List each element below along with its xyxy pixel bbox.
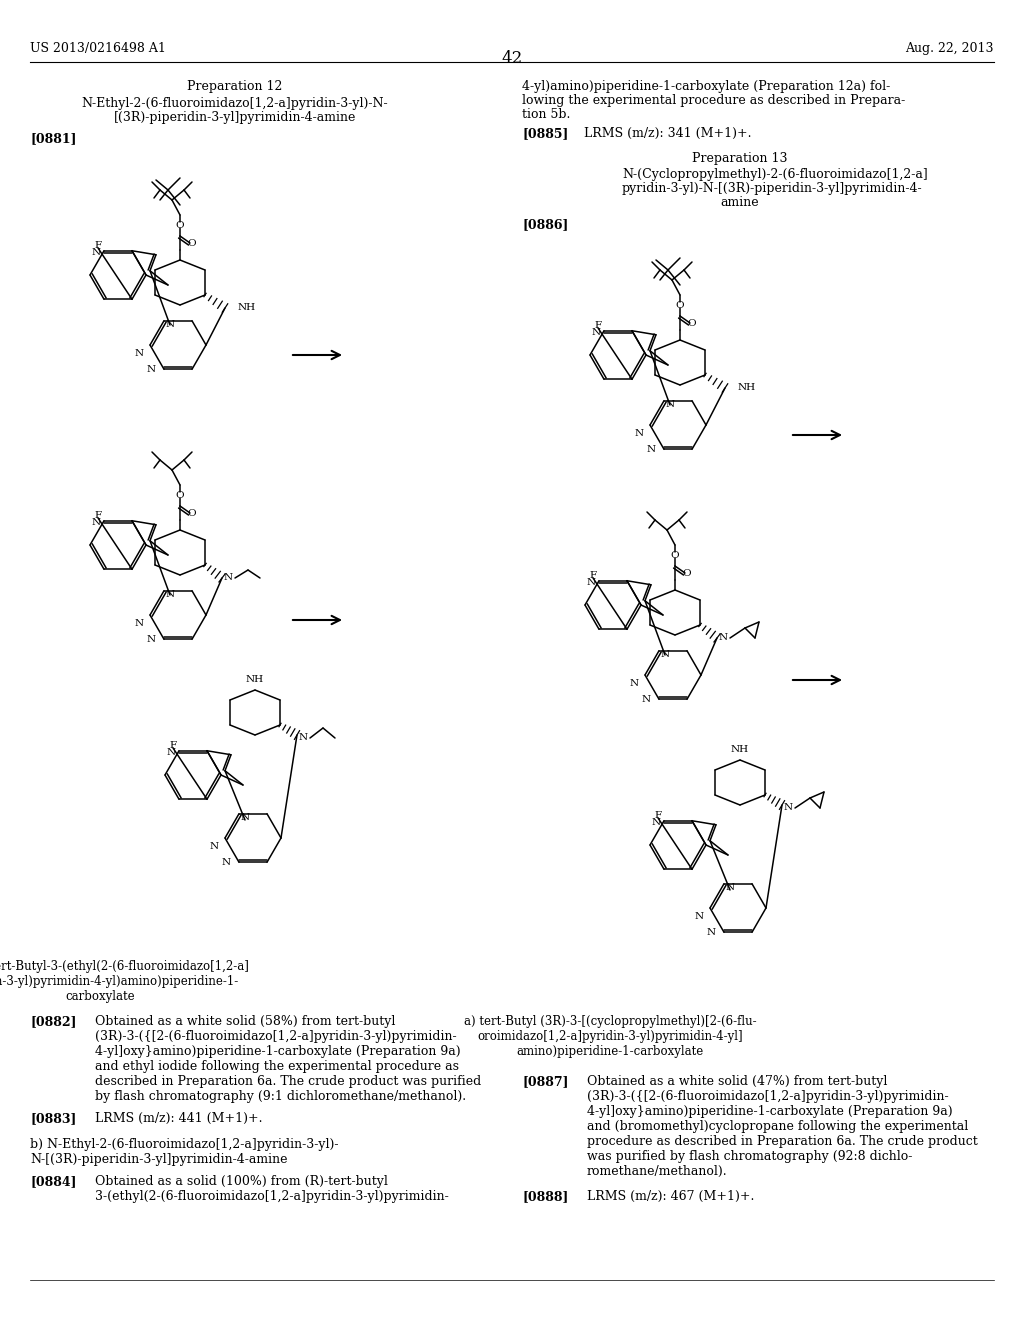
Text: N-Ethyl-2-(6-fluoroimidazo[1,2-a]pyridin-3-yl)-N-: N-Ethyl-2-(6-fluoroimidazo[1,2-a]pyridin…	[82, 96, 388, 110]
Text: N: N	[223, 573, 232, 582]
Text: N: N	[707, 928, 716, 937]
Text: N: N	[726, 883, 735, 892]
Text: and (bromomethyl)cyclopropane following the experimental: and (bromomethyl)cyclopropane following …	[587, 1119, 969, 1133]
Text: a) tert-Butyl (3R)-3-[(cyclopropylmethyl)[2-(6-flu-: a) tert-Butyl (3R)-3-[(cyclopropylmethyl…	[464, 1015, 757, 1028]
Text: F: F	[169, 741, 176, 750]
Text: N: N	[662, 651, 670, 659]
Text: N: N	[719, 634, 728, 643]
Text: 4-yl]oxy}amino)piperidine-1-carboxylate (Preparation 9a): 4-yl]oxy}amino)piperidine-1-carboxylate …	[95, 1045, 461, 1059]
Text: N: N	[630, 678, 639, 688]
Text: N: N	[91, 519, 100, 527]
Text: romethane/methanol).: romethane/methanol).	[587, 1166, 728, 1177]
Text: O: O	[683, 569, 691, 578]
Text: Obtained as a solid (100%) from (R)-tert-butyl: Obtained as a solid (100%) from (R)-tert…	[95, 1175, 388, 1188]
Text: (3R)-3-({[2-(6-fluoroimidazo[1,2-a]pyridin-3-yl)pyrimidin-: (3R)-3-({[2-(6-fluoroimidazo[1,2-a]pyrid…	[95, 1030, 457, 1043]
Text: N: N	[91, 248, 100, 257]
Text: F: F	[654, 810, 662, 820]
Text: was purified by flash chromatography (92:8 dichlo-: was purified by flash chromatography (92…	[587, 1150, 912, 1163]
Text: NH: NH	[246, 676, 264, 685]
Text: a) (R)-tert-Butyl-3-(ethyl(2-(6-fluoroimidazo[1,2-a]: a) (R)-tert-Butyl-3-(ethyl(2-(6-fluoroim…	[0, 960, 249, 973]
Text: [0882]: [0882]	[30, 1015, 77, 1028]
Text: F: F	[595, 321, 601, 330]
Text: Preparation 13: Preparation 13	[692, 152, 787, 165]
Text: [0885]: [0885]	[522, 127, 568, 140]
Text: and ethyl iodide following the experimental procedure as: and ethyl iodide following the experimen…	[95, 1060, 459, 1073]
Text: N: N	[135, 348, 144, 358]
Text: N: N	[587, 578, 596, 587]
Text: LRMS (m/z): 441 (M+1)+.: LRMS (m/z): 441 (M+1)+.	[95, 1111, 262, 1125]
Text: [0883]: [0883]	[30, 1111, 77, 1125]
Text: LRMS (m/z): 341 (M+1)+.: LRMS (m/z): 341 (M+1)+.	[584, 127, 752, 140]
Text: N-(Cyclopropylmethyl)-2-(6-fluoroimidazo[1,2-a]: N-(Cyclopropylmethyl)-2-(6-fluoroimidazo…	[622, 168, 928, 181]
Text: O: O	[176, 220, 184, 230]
Text: F: F	[590, 570, 597, 579]
Text: amine: amine	[721, 195, 760, 209]
Text: 3-(ethyl(2-(6-fluoroimidazo[1,2-a]pyridin-3-yl)pyrimidin-: 3-(ethyl(2-(6-fluoroimidazo[1,2-a]pyridi…	[95, 1191, 449, 1203]
Text: F: F	[94, 240, 101, 249]
Text: N: N	[592, 329, 600, 337]
Text: N: N	[146, 635, 156, 644]
Text: N: N	[241, 813, 250, 822]
Text: procedure as described in Preparation 6a. The crude product: procedure as described in Preparation 6a…	[587, 1135, 978, 1148]
Text: 4-yl]oxy}amino)piperidine-1-carboxylate (Preparation 9a): 4-yl]oxy}amino)piperidine-1-carboxylate …	[587, 1105, 952, 1118]
Text: O: O	[671, 550, 679, 560]
Text: NH: NH	[731, 746, 750, 755]
Text: (3R)-3-({[2-(6-fluoroimidazo[1,2-a]pyridin-3-yl)pyrimidin-: (3R)-3-({[2-(6-fluoroimidazo[1,2-a]pyrid…	[587, 1090, 948, 1104]
Text: N: N	[783, 804, 793, 813]
Text: b) N-Ethyl-2-(6-fluoroimidazo[1,2-a]pyridin-3-yl)-: b) N-Ethyl-2-(6-fluoroimidazo[1,2-a]pyri…	[30, 1138, 339, 1151]
Text: Obtained as a white solid (47%) from tert-butyl: Obtained as a white solid (47%) from ter…	[587, 1074, 888, 1088]
Text: N: N	[666, 400, 675, 409]
Text: O: O	[187, 508, 197, 517]
Text: amino)piperidine-1-carboxylate: amino)piperidine-1-carboxylate	[516, 1045, 703, 1059]
Text: N: N	[651, 818, 660, 828]
Text: N: N	[167, 748, 175, 758]
Text: N: N	[146, 364, 156, 374]
Text: NH: NH	[738, 384, 756, 392]
Text: O: O	[176, 491, 184, 499]
Text: Aug. 22, 2013: Aug. 22, 2013	[905, 42, 994, 55]
Text: tion 5b.: tion 5b.	[522, 108, 570, 121]
Text: NH: NH	[238, 304, 256, 313]
Text: N: N	[695, 912, 705, 921]
Text: N: N	[635, 429, 644, 438]
Text: N-[(3R)-piperidin-3-yl]pyrimidin-4-amine: N-[(3R)-piperidin-3-yl]pyrimidin-4-amine	[30, 1152, 288, 1166]
Text: by flash chromatography (9:1 dichloromethane/methanol).: by flash chromatography (9:1 dichloromet…	[95, 1090, 466, 1104]
Text: N: N	[166, 590, 175, 599]
Text: pyridin-3-yl)-N-[(3R)-piperidin-3-yl]pyrimidin-4-: pyridin-3-yl)-N-[(3R)-piperidin-3-yl]pyr…	[622, 182, 923, 195]
Text: Obtained as a white solid (58%) from tert-butyl: Obtained as a white solid (58%) from ter…	[95, 1015, 395, 1028]
Text: F: F	[94, 511, 101, 520]
Text: O: O	[676, 301, 684, 309]
Text: [0886]: [0886]	[522, 218, 568, 231]
Text: N: N	[298, 734, 307, 742]
Text: 42: 42	[502, 50, 522, 67]
Text: LRMS (m/z): 467 (M+1)+.: LRMS (m/z): 467 (M+1)+.	[587, 1191, 755, 1203]
Text: N: N	[135, 619, 144, 628]
Text: N: N	[222, 858, 231, 867]
Text: [0887]: [0887]	[522, 1074, 568, 1088]
Text: [0881]: [0881]	[30, 132, 77, 145]
Text: US 2013/0216498 A1: US 2013/0216498 A1	[30, 42, 166, 55]
Text: pyridin-3-yl)pyrimidin-4-yl)amino)piperidine-1-: pyridin-3-yl)pyrimidin-4-yl)amino)piperi…	[0, 975, 240, 987]
Text: [0884]: [0884]	[30, 1175, 77, 1188]
Text: N: N	[647, 445, 656, 454]
Text: N: N	[642, 694, 651, 704]
Text: [0888]: [0888]	[522, 1191, 568, 1203]
Text: N: N	[166, 321, 175, 329]
Text: carboxylate: carboxylate	[66, 990, 135, 1003]
Text: O: O	[688, 318, 696, 327]
Text: [(3R)-piperidin-3-yl]pyrimidin-4-amine: [(3R)-piperidin-3-yl]pyrimidin-4-amine	[114, 111, 356, 124]
Text: N: N	[210, 842, 219, 851]
Text: described in Preparation 6a. The crude product was purified: described in Preparation 6a. The crude p…	[95, 1074, 481, 1088]
Text: lowing the experimental procedure as described in Prepara-: lowing the experimental procedure as des…	[522, 94, 905, 107]
Text: Preparation 12: Preparation 12	[187, 81, 283, 92]
Text: O: O	[187, 239, 197, 248]
Text: oroimidazo[1,2-a]pyridin-3-yl)pyrimidin-4-yl]: oroimidazo[1,2-a]pyridin-3-yl)pyrimidin-…	[477, 1030, 742, 1043]
Text: 4-yl)amino)piperidine-1-carboxylate (Preparation 12a) fol-: 4-yl)amino)piperidine-1-carboxylate (Pre…	[522, 81, 890, 92]
